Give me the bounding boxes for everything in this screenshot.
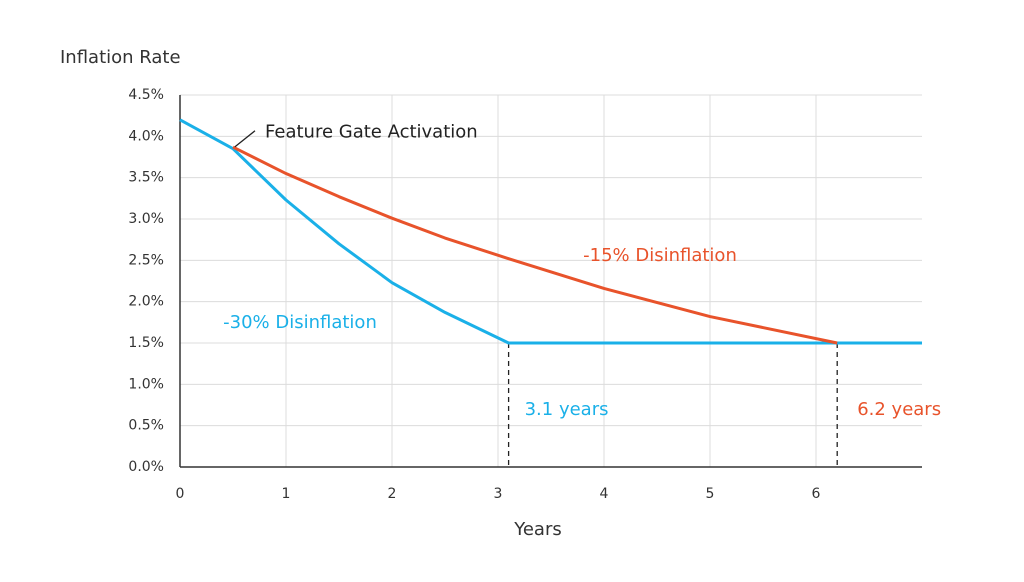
y-tick-label: 2.0% (128, 294, 164, 310)
y-tick-label: 4.5% (128, 87, 164, 103)
y-tick-label: 4.0% (128, 128, 164, 144)
series-line (232, 145, 838, 345)
y-tick-label: 0.0% (128, 459, 164, 475)
y-tick-label: 3.5% (128, 170, 164, 186)
marker-label: 3.1 years (525, 399, 609, 420)
y-tick-label: 2.5% (128, 252, 164, 268)
x-tick-label: 5 (706, 486, 715, 502)
series-label: -30% Disinflation (223, 312, 377, 333)
x-axis-label: Years (513, 519, 562, 540)
x-tick-label: 6 (812, 486, 821, 502)
y-tick-label: 1.0% (128, 376, 164, 392)
y-tick-label: 3.0% (128, 211, 164, 227)
x-tick-label: 2 (388, 486, 397, 502)
y-axis-label: Inflation Rate (60, 47, 181, 68)
x-tick-label: 4 (600, 486, 609, 502)
series-line (179, 118, 922, 345)
series-label: -15% Disinflation (583, 245, 737, 266)
y-tick-label: 0.5% (128, 418, 164, 434)
marker-label: 6.2 years (857, 399, 941, 420)
x-tick-label: 3 (494, 486, 503, 502)
x-tick-label: 1 (282, 486, 291, 502)
x-tick-label: 0 (176, 486, 185, 502)
y-tick-label: 1.5% (128, 335, 164, 351)
annotation: Feature Gate Activation (265, 122, 478, 143)
annotation-leader (234, 130, 256, 148)
